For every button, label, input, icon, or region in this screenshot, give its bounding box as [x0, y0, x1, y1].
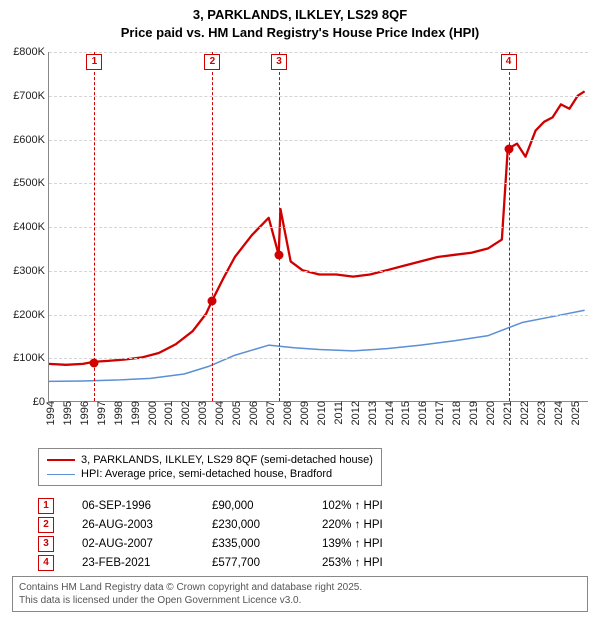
y-axis-label: £700K [3, 90, 49, 102]
y-axis-label: £200K [3, 309, 49, 321]
footer: Contains HM Land Registry data © Crown c… [12, 576, 588, 612]
x-axis-label: 1996 [75, 401, 91, 425]
x-axis-label: 2002 [176, 401, 192, 425]
x-axis-label: 2013 [363, 401, 379, 425]
series-price_paid [49, 91, 585, 365]
sales-row: 4 23-FEB-2021£577,700253% ↑ HPI [38, 553, 422, 572]
title-line1: 3, PARKLANDS, ILKLEY, LS29 8QF [0, 6, 600, 24]
sales-row: 3 02-AUG-2007£335,000139% ↑ HPI [38, 534, 422, 553]
legend-label: HPI: Average price, semi-detached house,… [81, 468, 332, 480]
sales-row-hpi: 220% ↑ HPI [322, 519, 422, 531]
x-axis-label: 2005 [227, 401, 243, 425]
gridline [49, 140, 588, 141]
x-axis-label: 2020 [481, 401, 497, 425]
sale-marker-dot [90, 358, 99, 367]
sales-row-badge: 2 [38, 517, 54, 533]
x-axis-label: 2018 [447, 401, 463, 425]
sales-row-date: 26-AUG-2003 [82, 519, 212, 531]
sales-row-price: £577,700 [212, 557, 322, 569]
sales-row-price: £230,000 [212, 519, 322, 531]
x-axis-label: 2012 [346, 401, 362, 425]
x-axis-label: 1995 [58, 401, 74, 425]
legend: 3, PARKLANDS, ILKLEY, LS29 8QF (semi-det… [38, 448, 382, 486]
gridline [49, 96, 588, 97]
sales-row-date: 06-SEP-1996 [82, 500, 212, 512]
y-axis-label: £300K [3, 265, 49, 277]
sales-row-price: £90,000 [212, 500, 322, 512]
x-axis-label: 2014 [380, 401, 396, 425]
x-axis-label: 2004 [210, 401, 226, 425]
x-axis-label: 2015 [396, 401, 412, 425]
x-axis-label: 2009 [295, 401, 311, 425]
x-axis-label: 2008 [278, 401, 294, 425]
y-axis-label: £400K [3, 221, 49, 233]
sale-vline [212, 52, 213, 401]
sales-row-badge: 1 [38, 498, 54, 514]
sale-marker-badge: 4 [501, 54, 517, 70]
y-axis-label: £800K [3, 46, 49, 58]
sales-row-date: 02-AUG-2007 [82, 538, 212, 550]
gridline [49, 227, 588, 228]
x-axis-label: 2024 [549, 401, 565, 425]
title-line2: Price paid vs. HM Land Registry's House … [0, 24, 600, 42]
x-axis-label: 2022 [515, 401, 531, 425]
sale-vline [509, 52, 510, 401]
sale-vline [94, 52, 95, 401]
sales-row-hpi: 102% ↑ HPI [322, 500, 422, 512]
sales-row: 1 06-SEP-1996£90,000102% ↑ HPI [38, 496, 422, 515]
sale-vline [279, 52, 280, 401]
x-axis-label: 1999 [126, 401, 142, 425]
sales-row-price: £335,000 [212, 538, 322, 550]
gridline [49, 183, 588, 184]
x-axis-label: 2000 [143, 401, 159, 425]
x-axis-label: 2017 [430, 401, 446, 425]
title-block: 3, PARKLANDS, ILKLEY, LS29 8QF Price pai… [0, 0, 600, 41]
x-axis-label: 2006 [244, 401, 260, 425]
x-axis-label: 1994 [41, 401, 57, 425]
footer-line1: Contains HM Land Registry data © Crown c… [19, 581, 581, 594]
sales-row-hpi: 253% ↑ HPI [322, 557, 422, 569]
sale-marker-dot [275, 251, 284, 260]
y-axis-label: £100K [3, 352, 49, 364]
sales-row-date: 23-FEB-2021 [82, 557, 212, 569]
sale-marker-dot [208, 297, 217, 306]
chart-container: 3, PARKLANDS, ILKLEY, LS29 8QF Price pai… [0, 0, 600, 620]
sales-row-badge: 4 [38, 555, 54, 571]
series-hpi [49, 310, 585, 381]
sales-row-badge: 3 [38, 536, 54, 552]
x-axis-label: 2007 [261, 401, 277, 425]
x-axis-label: 2003 [193, 401, 209, 425]
x-axis-label: 2019 [464, 401, 480, 425]
x-axis-label: 2010 [312, 401, 328, 425]
sales-row-hpi: 139% ↑ HPI [322, 538, 422, 550]
gridline [49, 315, 588, 316]
legend-label: 3, PARKLANDS, ILKLEY, LS29 8QF (semi-det… [81, 454, 373, 466]
legend-swatch [47, 459, 75, 461]
sales-row: 2 26-AUG-2003£230,000220% ↑ HPI [38, 515, 422, 534]
x-axis-label: 2001 [159, 401, 175, 425]
legend-item: 3, PARKLANDS, ILKLEY, LS29 8QF (semi-det… [47, 453, 373, 467]
x-axis-label: 2025 [566, 401, 582, 425]
y-axis-label: £600K [3, 134, 49, 146]
legend-swatch [47, 474, 75, 475]
sale-marker-badge: 3 [271, 54, 287, 70]
gridline [49, 271, 588, 272]
x-axis-label: 1997 [92, 401, 108, 425]
x-axis-label: 2021 [498, 401, 514, 425]
y-axis-label: £500K [3, 177, 49, 189]
x-axis-label: 2011 [329, 401, 345, 425]
x-axis-label: 2016 [413, 401, 429, 425]
chart-plot-area: £0£100K£200K£300K£400K£500K£600K£700K£80… [48, 52, 588, 402]
sale-marker-badge: 1 [86, 54, 102, 70]
gridline [49, 358, 588, 359]
sale-marker-badge: 2 [204, 54, 220, 70]
x-axis-label: 1998 [109, 401, 125, 425]
footer-line2: This data is licensed under the Open Gov… [19, 594, 581, 607]
sale-marker-dot [504, 145, 513, 154]
legend-item: HPI: Average price, semi-detached house,… [47, 467, 373, 481]
x-axis-label: 2023 [532, 401, 548, 425]
sales-table: 1 06-SEP-1996£90,000102% ↑ HPI 2 26-AUG-200… [38, 496, 422, 572]
gridline [49, 52, 588, 53]
